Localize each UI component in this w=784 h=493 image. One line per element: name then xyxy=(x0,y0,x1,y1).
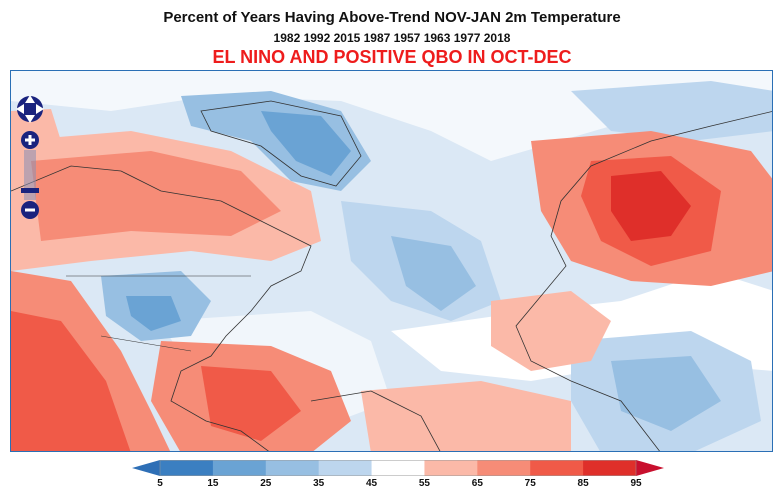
colorbar-segment xyxy=(318,460,373,476)
coastline-europe-africa xyxy=(515,111,772,451)
colorbar-segment xyxy=(160,460,214,476)
map-field xyxy=(11,71,772,451)
coastline-greenland xyxy=(200,100,362,187)
colorbar-tick-label: 15 xyxy=(207,478,219,489)
colorbar-tick-label: 45 xyxy=(365,478,378,489)
pan-arrows-icon[interactable] xyxy=(16,95,44,123)
colorbar-border xyxy=(159,460,637,476)
map-subtitle-years: 1982 1992 2015 1987 1957 1963 1977 2018 xyxy=(273,31,511,45)
blue-atlantic-core xyxy=(391,236,476,311)
map-condition-title: EL NINO AND POSITIVE QBO IN OCT-DEC xyxy=(212,47,572,67)
colorbar-tick-label: 35 xyxy=(313,478,325,489)
red-europe-max xyxy=(611,171,691,241)
border-us-mexico xyxy=(100,335,192,352)
blue-arctic-east xyxy=(571,81,772,141)
colorbar-tick-label: 95 xyxy=(630,478,642,489)
colorbar-high-arrow xyxy=(636,460,664,476)
colorbar-segment xyxy=(265,460,320,476)
zoom-slider-track[interactable] xyxy=(24,150,36,200)
blue-africa-core xyxy=(611,356,721,431)
red-nw-africa xyxy=(491,291,611,371)
colorbar-tick-label: 85 xyxy=(577,478,589,489)
colorbar-segment xyxy=(583,460,637,476)
colorbar-tick-label: 75 xyxy=(524,478,536,489)
map-viewport[interactable] xyxy=(10,70,773,452)
colorbar-tick-label: 65 xyxy=(471,478,483,489)
red-pacific-core xyxy=(11,311,131,451)
colorbar-tick-label: 55 xyxy=(418,478,430,489)
blue-us-core xyxy=(126,296,181,331)
colorbar-segment xyxy=(477,460,531,476)
red-canada-core xyxy=(31,151,281,241)
map-nav-controls[interactable] xyxy=(13,92,47,242)
colorbar-low-arrow xyxy=(132,460,160,476)
coastline-south-america xyxy=(310,390,441,451)
colorbar-tick-label: 5 xyxy=(157,478,163,489)
zoom-in-button[interactable] xyxy=(21,131,39,149)
zoom-slider-handle[interactable] xyxy=(21,188,39,193)
colorbar xyxy=(132,460,664,476)
colorbar-segment xyxy=(371,460,425,476)
colorbar-labels: 5 15 25 35 45 55 65 75 85 95 xyxy=(0,478,784,492)
blue-greenland-core xyxy=(261,111,351,176)
map-title: Percent of Years Having Above-Trend NOV-… xyxy=(163,9,621,26)
colorbar-segment xyxy=(212,460,267,476)
red-tropical-atlantic xyxy=(361,381,571,451)
red-caribbean-core xyxy=(201,366,301,441)
coastline-north-america xyxy=(11,165,312,451)
zoom-out-button[interactable] xyxy=(21,201,39,219)
colorbar-segment xyxy=(530,460,584,476)
colorbar-segment xyxy=(424,460,478,476)
colorbar-tick-label: 25 xyxy=(260,478,272,489)
